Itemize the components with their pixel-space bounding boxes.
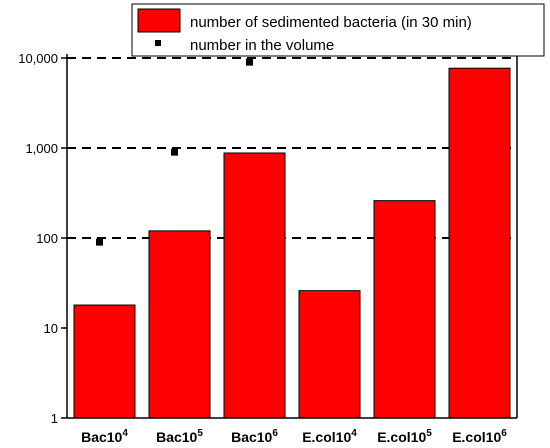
legend-bar-label: number of sedimented bacteria (in 30 min… <box>190 14 472 31</box>
y-tick-label: 10 <box>44 321 58 336</box>
bar <box>223 152 286 419</box>
x-category-label: E.col106 <box>452 428 507 445</box>
x-category-label: E.col104 <box>302 428 357 445</box>
volume-marker <box>96 238 103 246</box>
axes <box>66 54 518 419</box>
legend: number of sedimented bacteria (in 30 min… <box>131 3 545 57</box>
x-category-label: E.col105 <box>377 428 432 445</box>
y-tick-label: 1 <box>51 411 58 426</box>
bar <box>148 230 211 419</box>
bar <box>448 67 511 419</box>
x-axis-labels: Bac104 Bac105 Bac106 E.col104 E.col105 E.col1… <box>81 428 507 445</box>
x-category-label: Bac105 <box>156 428 203 445</box>
bar <box>373 200 436 419</box>
y-axis-ticks: 1 10 100 1,000 10,000 <box>18 51 67 426</box>
reference-lines <box>67 57 517 239</box>
bar <box>73 304 136 419</box>
legend-bar-swatch <box>137 8 181 33</box>
bar <box>298 290 361 419</box>
volume-marker <box>246 58 253 66</box>
legend-marker-label: number in the volume <box>190 37 334 54</box>
legend-marker-swatch <box>155 40 161 46</box>
x-category-label: Bac106 <box>231 428 278 445</box>
y-tick-label: 1,000 <box>25 141 58 156</box>
y-tick-label: 100 <box>36 231 58 246</box>
markers <box>96 58 253 246</box>
legend-box <box>131 3 545 57</box>
x-category-label: Bac104 <box>81 428 128 445</box>
volume-marker <box>171 148 178 156</box>
bars <box>73 67 511 419</box>
y-tick-label: 10,000 <box>18 51 58 66</box>
